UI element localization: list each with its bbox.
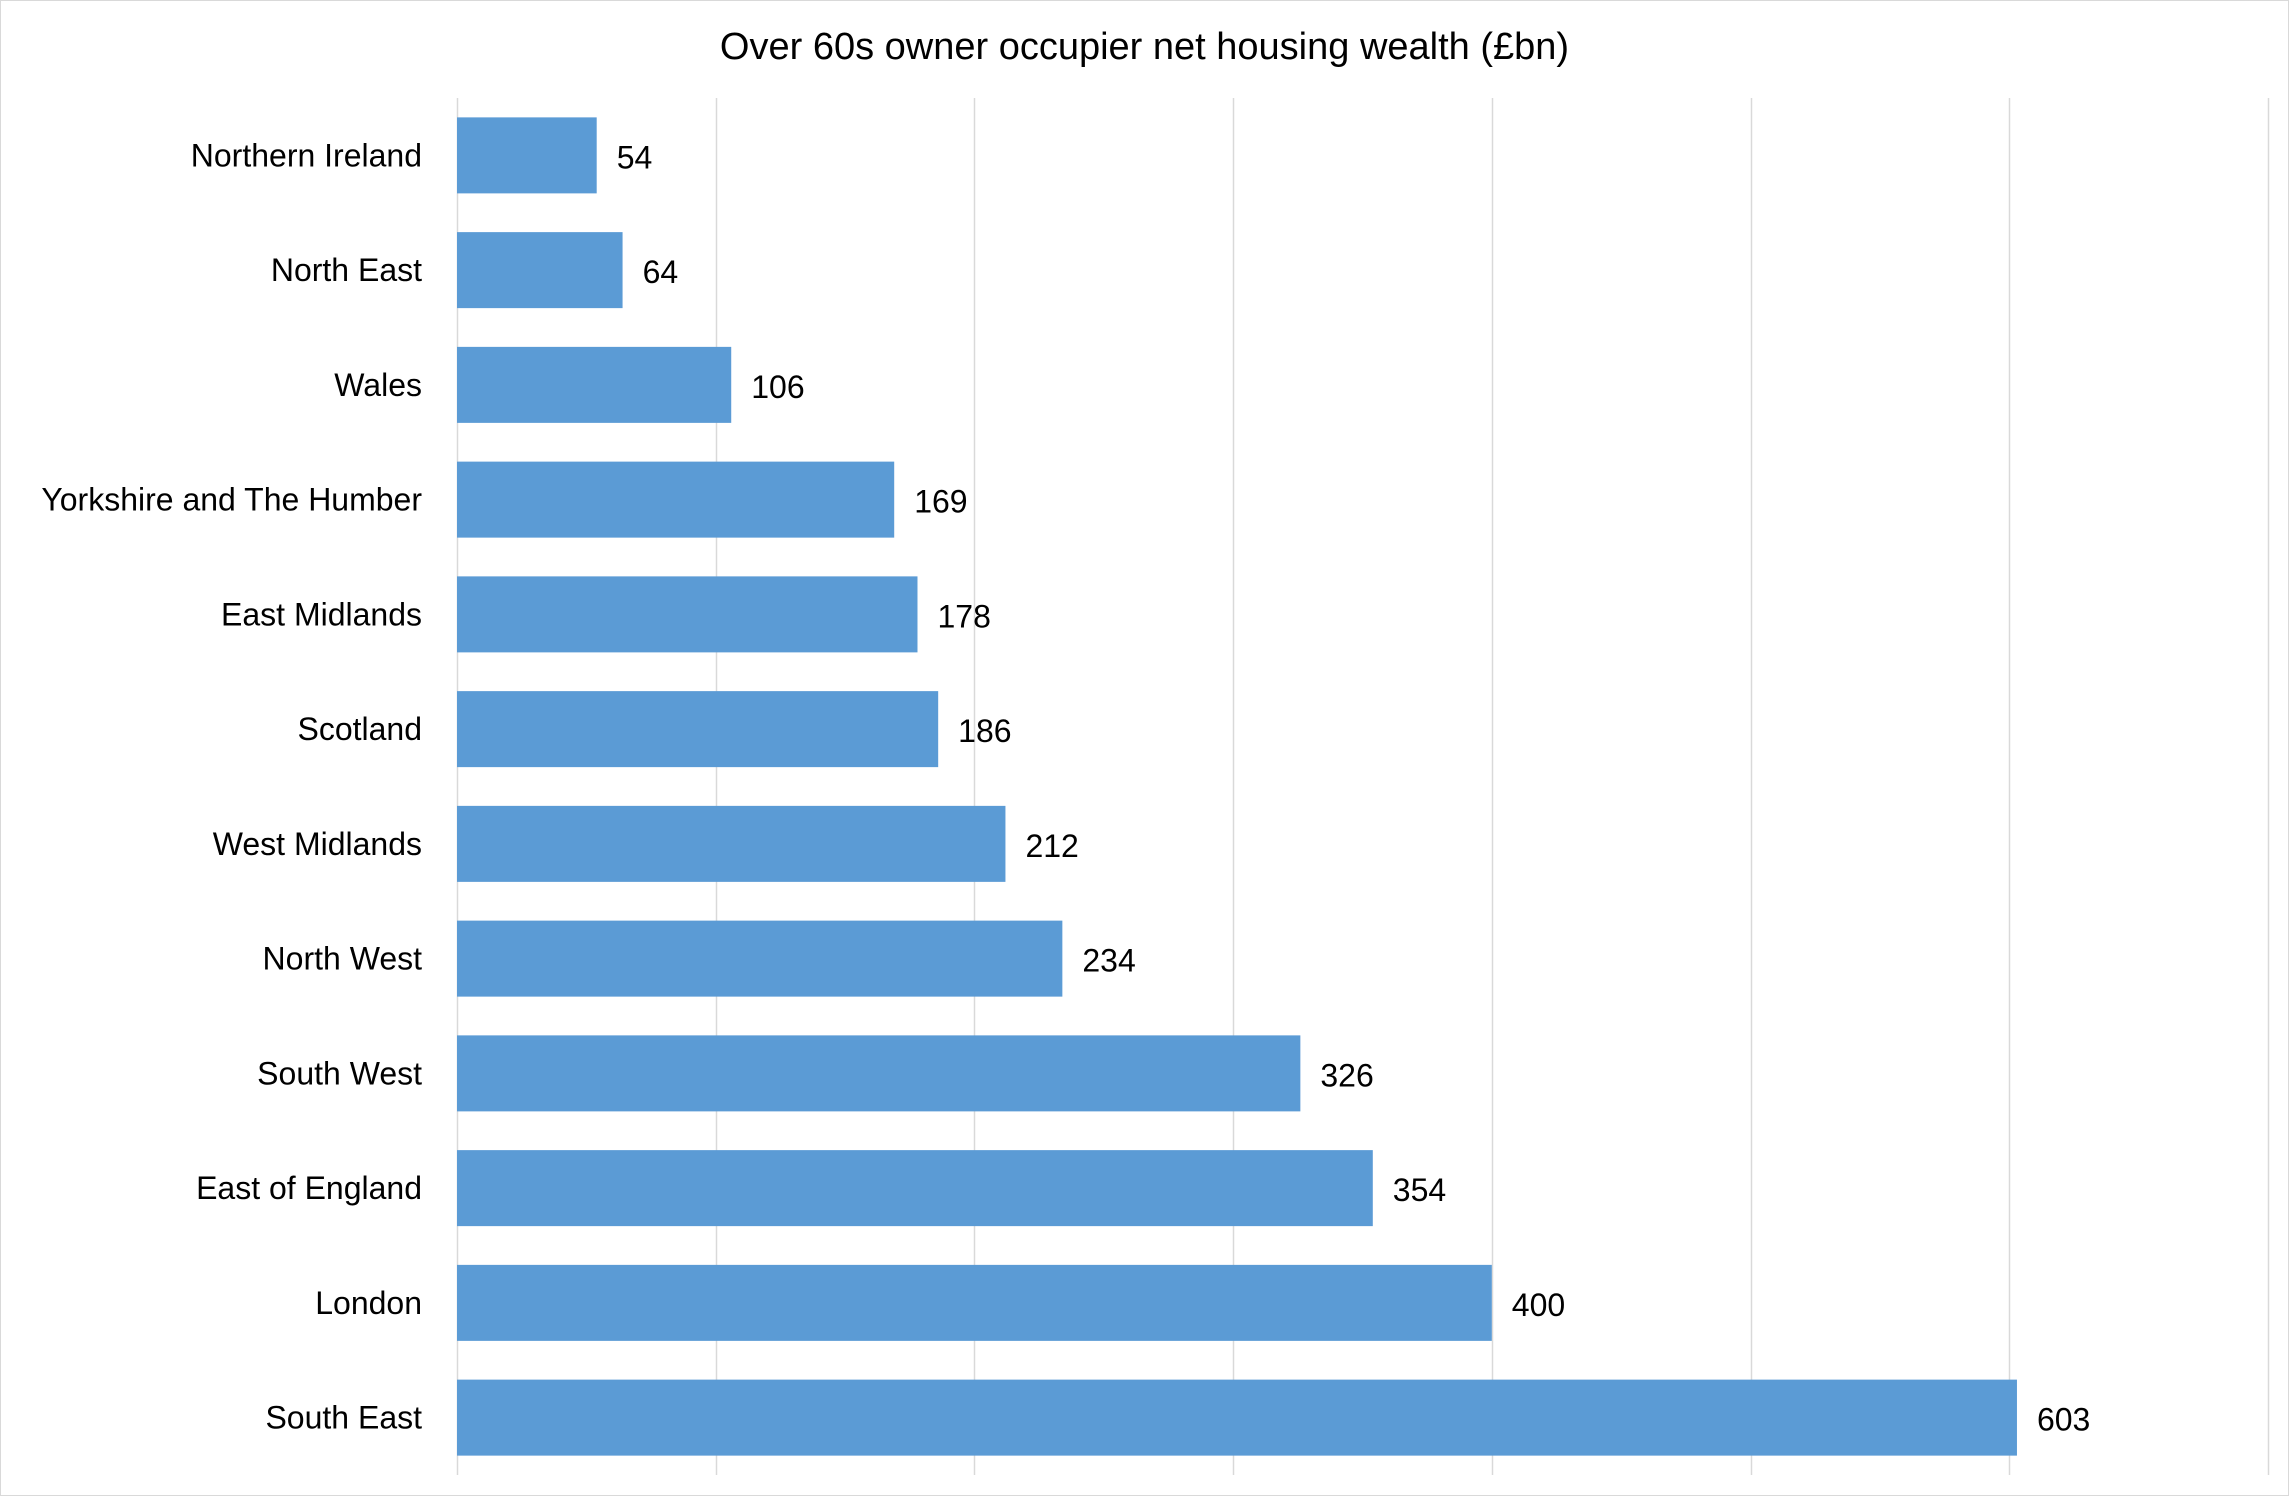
data-label-wales: 106	[751, 369, 804, 405]
data-label-west-midlands: 212	[1025, 828, 1078, 864]
bar-west-midlands	[457, 805, 1006, 882]
data-label-scotland: 186	[958, 713, 1011, 749]
data-label-north-east: 64	[643, 254, 679, 290]
category-label-scotland: Scotland	[297, 711, 422, 747]
bar-scotland	[457, 691, 939, 768]
category-label-wales: Wales	[334, 367, 422, 403]
data-label-northern-ireland: 54	[617, 139, 653, 175]
category-label-northern-ireland: Northern Ireland	[191, 137, 422, 173]
bar-yorkshire-and-the-humber	[457, 461, 895, 538]
gridlines	[456, 98, 2270, 1475]
category-labels: Northern Ireland North East Wales Yorkshire…	[41, 137, 422, 1435]
data-label-yorkshire-and-the-humber: 169	[914, 484, 967, 520]
data-label-east-of-england: 354	[1393, 1172, 1446, 1208]
category-label-london: London	[315, 1285, 422, 1321]
data-labels: 54 64 106 169 178 186 212 234 326 354 400 603	[617, 139, 2091, 1437]
category-label-yorkshire-and-the-humber: Yorkshire and The Humber	[41, 482, 422, 518]
bar-north-east	[457, 232, 623, 309]
category-label-north-west: North West	[263, 941, 423, 977]
data-label-east-midlands: 178	[937, 598, 990, 634]
data-label-london: 400	[1512, 1287, 1565, 1323]
data-label-south-west: 326	[1320, 1057, 1373, 1093]
category-label-west-midlands: West Midlands	[213, 826, 422, 862]
bar-south-east	[457, 1379, 2017, 1456]
category-label-east-midlands: East Midlands	[221, 596, 422, 632]
category-label-south-west: South West	[257, 1055, 422, 1091]
bar-north-west	[457, 920, 1063, 997]
category-label-north-east: North East	[271, 252, 422, 288]
chart-title: Over 60s owner occupier net housing weal…	[719, 26, 1570, 68]
bar-northern-ireland	[457, 117, 597, 194]
data-label-north-west: 234	[1082, 943, 1135, 979]
category-label-south-east: South East	[265, 1400, 422, 1436]
bar-london	[457, 1264, 1492, 1341]
data-label-south-east: 603	[2037, 1402, 2090, 1438]
bar-east-of-england	[457, 1150, 1373, 1227]
bar-south-west	[457, 1035, 1301, 1112]
category-label-east-of-england: East of England	[196, 1170, 422, 1206]
bars	[457, 117, 2017, 1456]
bar-wales	[457, 346, 732, 423]
bar-east-midlands	[457, 576, 918, 653]
